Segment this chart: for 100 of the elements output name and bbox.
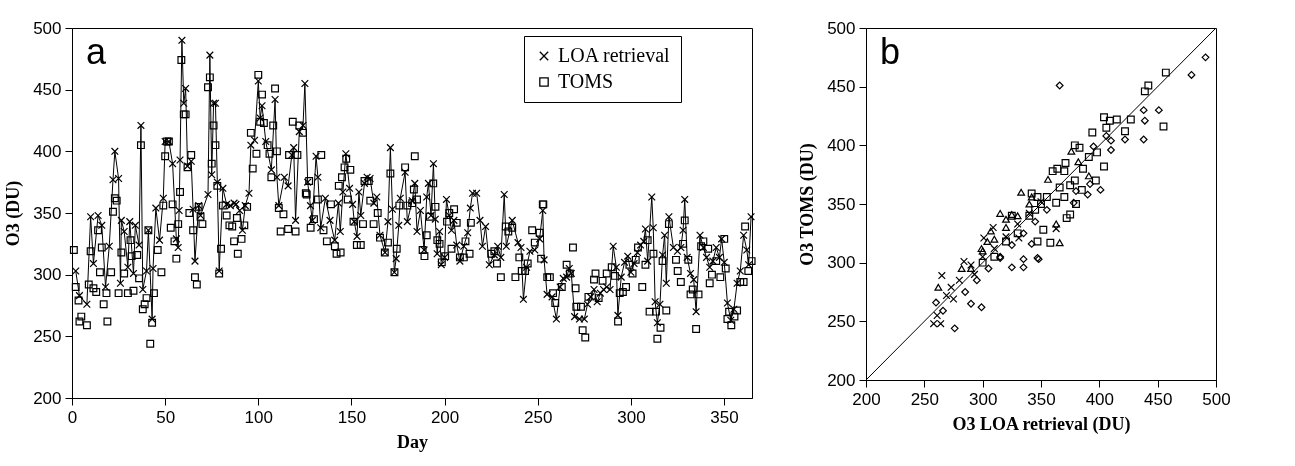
point	[990, 235, 999, 243]
y-tick-label: 450	[827, 77, 856, 97]
point	[1070, 176, 1079, 185]
point	[990, 252, 999, 261]
point	[1033, 237, 1042, 246]
point	[1201, 53, 1210, 62]
point	[937, 271, 946, 280]
y-tick-label: 350	[33, 203, 62, 223]
point	[996, 209, 1005, 217]
point	[1019, 263, 1028, 272]
point	[1007, 263, 1016, 272]
point	[1139, 106, 1148, 115]
point	[1031, 217, 1040, 226]
point	[1037, 200, 1045, 208]
legend-label: TOMS	[558, 70, 614, 92]
point	[1013, 219, 1022, 228]
x-tick-label: 100	[244, 407, 273, 427]
annotation: a	[86, 31, 107, 72]
point	[1091, 176, 1100, 185]
point	[1061, 158, 1070, 167]
point	[1139, 135, 1148, 144]
point	[1079, 164, 1087, 173]
x-tick-label: 300	[968, 389, 998, 409]
point	[1084, 172, 1093, 180]
point	[1067, 147, 1076, 155]
point	[1084, 153, 1093, 162]
point	[972, 276, 981, 285]
point	[1033, 193, 1042, 201]
point	[1096, 185, 1105, 194]
point	[1002, 237, 1010, 246]
point	[933, 311, 942, 320]
point	[1161, 68, 1170, 77]
point	[1089, 142, 1098, 151]
x-tick-label: 250	[524, 407, 553, 427]
point	[1002, 223, 1010, 231]
point	[1060, 193, 1069, 201]
y-tick-label: 400	[33, 141, 62, 161]
point	[947, 283, 956, 292]
point	[1013, 229, 1022, 238]
point	[955, 276, 964, 285]
point	[1093, 148, 1101, 157]
point	[986, 227, 995, 235]
point	[949, 295, 958, 303]
point	[983, 238, 992, 246]
point	[1046, 238, 1055, 247]
x-tick-label: 200	[852, 389, 881, 409]
point	[1013, 212, 1022, 220]
point	[932, 298, 940, 307]
point	[1107, 136, 1115, 145]
x-tick-label: 50	[156, 407, 176, 427]
point	[1112, 115, 1121, 124]
x-tick-label: 400	[1085, 389, 1115, 409]
point	[1102, 123, 1111, 132]
x-tick-label: 200	[430, 407, 460, 427]
y-tick-label: 350	[827, 194, 856, 214]
x-tick-label: 300	[617, 407, 646, 427]
point	[1055, 183, 1064, 192]
x-tick-label: 500	[1202, 389, 1231, 409]
point	[1121, 135, 1129, 144]
point	[1060, 167, 1069, 176]
point	[1159, 122, 1168, 131]
point	[1126, 115, 1135, 124]
point	[1027, 239, 1036, 248]
point	[1187, 70, 1196, 79]
point	[1069, 198, 1078, 207]
x-tick-label: 250	[910, 389, 940, 409]
point	[1102, 131, 1111, 140]
point	[1086, 180, 1094, 189]
point	[1088, 128, 1097, 137]
point	[1002, 215, 1010, 223]
point	[1044, 175, 1052, 183]
point	[978, 258, 987, 267]
point	[1025, 200, 1034, 208]
point	[1070, 141, 1079, 150]
x-tick-label: 350	[710, 407, 739, 427]
y-axis-title: O3 TOMS (DU)	[797, 143, 819, 266]
point	[1083, 190, 1092, 199]
point	[1027, 189, 1036, 198]
point	[960, 257, 968, 266]
x-tick-label: 350	[1027, 389, 1056, 409]
point	[990, 244, 999, 253]
point	[1017, 188, 1026, 196]
point	[1052, 224, 1061, 233]
point	[1053, 164, 1062, 173]
point	[970, 270, 979, 279]
point	[957, 265, 966, 273]
y-tick-label: 450	[33, 80, 62, 100]
point	[1066, 210, 1075, 219]
point	[1107, 146, 1115, 154]
point	[1121, 127, 1129, 136]
point	[1055, 239, 1064, 247]
point	[989, 223, 998, 232]
y-tick-label: 500	[827, 18, 856, 38]
point	[1019, 229, 1028, 238]
legend-label: LOA retrieval	[558, 44, 671, 66]
point	[1062, 214, 1071, 223]
point	[967, 261, 975, 269]
point	[1072, 200, 1080, 208]
point	[1100, 113, 1108, 122]
y-axis-title: O3 (DU)	[3, 180, 25, 247]
